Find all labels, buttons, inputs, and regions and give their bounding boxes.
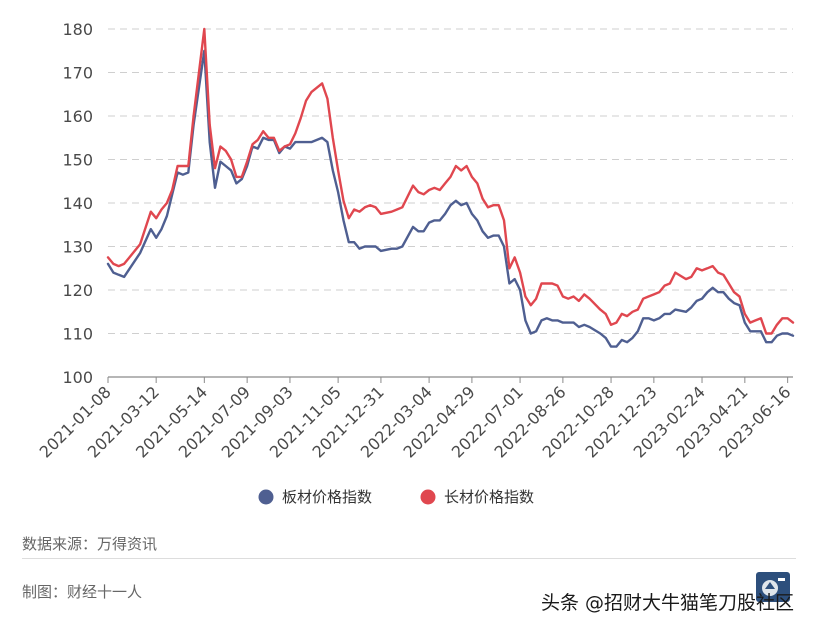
y-tick-label: 160 bbox=[62, 107, 93, 126]
author-note: 制图：财经十一人 bbox=[22, 583, 143, 601]
y-tick-label: 140 bbox=[62, 194, 93, 213]
y-tick-label: 180 bbox=[62, 20, 93, 39]
legend[interactable]: 板材价格指数 长材价格指数 bbox=[258, 488, 535, 506]
legend-marker-icon bbox=[258, 489, 274, 505]
x-axis: 2021-01-082021-03-122021-05-142021-07-09… bbox=[36, 376, 794, 462]
logo-icon bbox=[756, 572, 790, 602]
series-lines bbox=[106, 27, 795, 348]
gridlines bbox=[108, 28, 793, 334]
legend-item-long[interactable]: 长材价格指数 bbox=[420, 488, 535, 506]
y-tick-label: 120 bbox=[62, 281, 93, 300]
legend-label: 板材价格指数 bbox=[282, 488, 372, 506]
series-line-plate bbox=[106, 49, 795, 348]
y-tick-label: 170 bbox=[62, 64, 93, 83]
y-axis: 100 110 120 130 140 150 160 170 180 bbox=[62, 20, 93, 387]
data-source-note: 数据来源：万得资讯 bbox=[22, 535, 158, 553]
legend-item-plate[interactable]: 板材价格指数 bbox=[258, 488, 373, 506]
footer-divider-top bbox=[22, 558, 796, 559]
y-tick-label: 110 bbox=[62, 325, 93, 344]
y-tick-label: 150 bbox=[62, 151, 93, 170]
series-line-long bbox=[106, 27, 795, 335]
legend-label: 长材价格指数 bbox=[444, 488, 534, 506]
watermark-text: 头条 @招财大牛猫笔刀股社区 bbox=[540, 592, 794, 614]
line-chart: 100 110 120 130 140 150 160 170 180 2021-01-0820… bbox=[36, 20, 795, 506]
legend-marker-icon bbox=[420, 489, 436, 505]
y-tick-label: 130 bbox=[62, 238, 93, 257]
y-tick-label: 100 bbox=[62, 368, 93, 387]
